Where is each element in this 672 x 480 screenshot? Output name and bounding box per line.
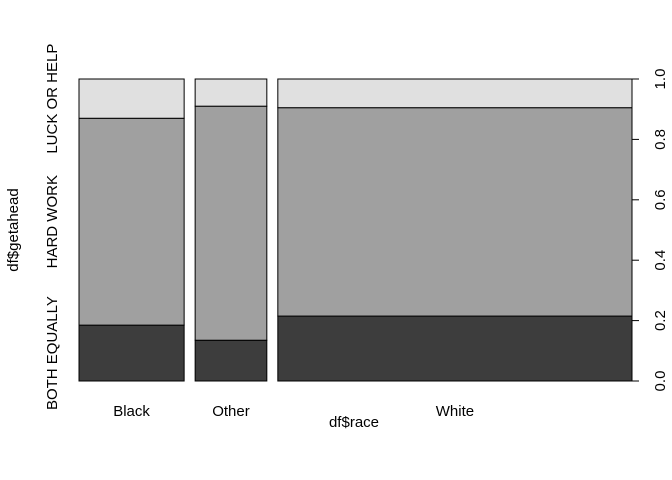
x-tick-label-other: Other xyxy=(212,403,250,420)
tile-black-hard-work xyxy=(78,117,185,326)
tile-other-both-equally xyxy=(194,339,268,382)
x-tick-labels: Black Other White xyxy=(113,403,474,420)
x-axis-title: df$race xyxy=(329,414,379,431)
tile-black-luck-or-help xyxy=(78,78,185,119)
tile-white-luck-or-help xyxy=(277,78,633,109)
x-tick-label-black: Black xyxy=(113,403,150,420)
right-axis-tick-label: 0.6 xyxy=(652,189,669,210)
right-axis-tick-label: 0.0 xyxy=(652,371,669,392)
right-axis-tick-label: 0.8 xyxy=(652,129,669,150)
tile-white-both-equally xyxy=(277,315,633,382)
mosaic-tiles xyxy=(78,78,633,382)
y-level-label-luck-or-help: LUCK OR HELP xyxy=(44,44,61,154)
tile-other-hard-work xyxy=(194,105,268,341)
tile-white-hard-work xyxy=(277,107,633,317)
right-axis-tick-label: 1.0 xyxy=(652,69,669,90)
tile-black-both-equally xyxy=(78,324,185,382)
y-level-label-hard-work: HARD WORK xyxy=(44,175,61,268)
right-axis: 0.0 0.2 0.4 0.6 0.8 1.0 xyxy=(631,69,669,392)
right-axis-tick-label: 0.4 xyxy=(652,250,669,271)
right-axis-tick-label: 0.2 xyxy=(652,310,669,331)
x-tick-label-white: White xyxy=(436,403,474,420)
y-axis-title: df$getahead xyxy=(5,188,22,271)
y-level-label-both-equally: BOTH EQUALLY xyxy=(44,296,61,410)
y-level-labels: BOTH EQUALLY HARD WORK LUCK OR HELP xyxy=(44,44,61,410)
tile-other-luck-or-help xyxy=(194,78,268,107)
